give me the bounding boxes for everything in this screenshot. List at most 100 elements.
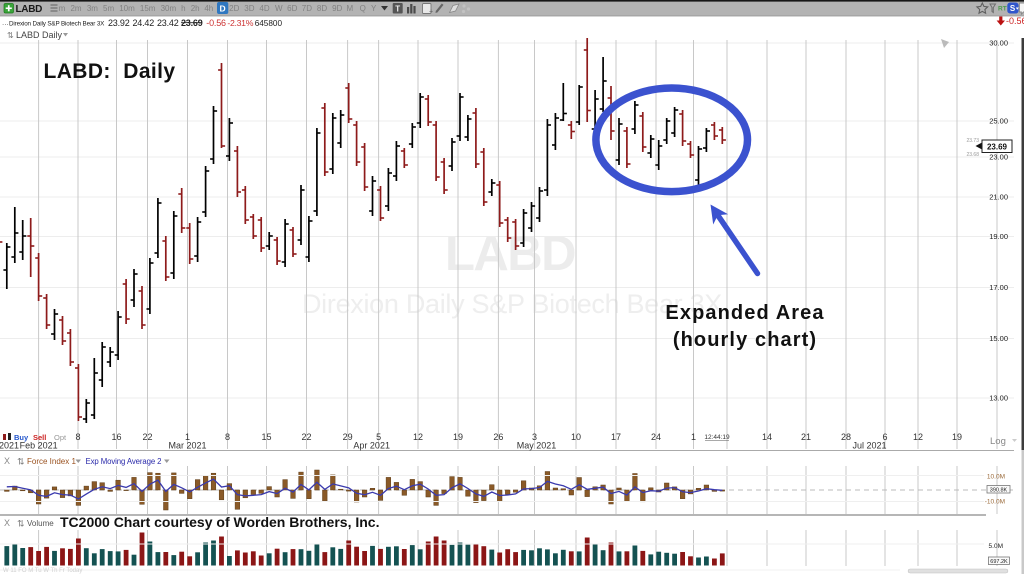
svg-text:24: 24 xyxy=(651,432,661,442)
svg-text:M: M xyxy=(346,4,353,13)
svg-text:...: ... xyxy=(2,18,9,27)
svg-text:Buy: Buy xyxy=(14,433,29,442)
svg-text:12: 12 xyxy=(913,432,923,442)
svg-text:8: 8 xyxy=(225,432,230,442)
svg-text:Expanded Area: Expanded Area xyxy=(665,302,824,324)
svg-text:23.92: 23.92 xyxy=(108,18,130,28)
svg-text:10m: 10m xyxy=(119,4,135,13)
svg-text:645800: 645800 xyxy=(255,19,283,28)
svg-text:6D: 6D xyxy=(287,4,297,13)
svg-text:7D: 7D xyxy=(302,4,312,13)
svg-text:1: 1 xyxy=(185,432,190,442)
svg-text:15.00: 15.00 xyxy=(989,334,1008,343)
svg-text:16: 16 xyxy=(111,432,121,442)
svg-text:10.0M: 10.0M xyxy=(987,474,1005,481)
svg-text:2m: 2m xyxy=(70,4,81,13)
svg-text:5m: 5m xyxy=(103,4,114,13)
svg-text:-0.56: -0.56 xyxy=(206,18,226,28)
svg-text:12:44:19: 12:44:19 xyxy=(704,434,730,441)
svg-text:5: 5 xyxy=(376,432,381,442)
svg-text:9D: 9D xyxy=(332,4,342,13)
svg-text:T: T xyxy=(395,5,400,14)
svg-text:19.00: 19.00 xyxy=(989,232,1008,241)
svg-text:D: D xyxy=(220,3,226,13)
svg-text:3: 3 xyxy=(532,432,537,442)
svg-text:Force Index 1: Force Index 1 xyxy=(27,457,76,466)
svg-text:Apr 2021: Apr 2021 xyxy=(353,441,390,451)
svg-text:23.42: 23.42 xyxy=(157,18,179,28)
svg-text:19: 19 xyxy=(453,432,463,442)
svg-text:Log: Log xyxy=(990,436,1006,447)
svg-text:23.68: 23.68 xyxy=(966,152,979,158)
svg-text:23.00: 23.00 xyxy=(989,153,1008,162)
svg-text:23.69: 23.69 xyxy=(987,143,1008,152)
svg-text:3D: 3D xyxy=(244,4,254,13)
svg-text:19: 19 xyxy=(952,432,962,442)
svg-text:390.8K: 390.8K xyxy=(990,488,1008,494)
svg-text:Volume: Volume xyxy=(27,519,54,528)
svg-text:2021: 2021 xyxy=(0,441,19,451)
svg-text:17: 17 xyxy=(611,432,621,442)
svg-text:26: 26 xyxy=(493,432,503,442)
svg-text:697.2K: 697.2K xyxy=(990,559,1008,565)
svg-text:W: W xyxy=(275,4,283,13)
svg-text:⇅: ⇅ xyxy=(17,457,25,467)
svg-text:May 2021: May 2021 xyxy=(517,441,557,451)
svg-text:3m: 3m xyxy=(87,4,98,13)
svg-text:LABD: Daily: LABD: Daily xyxy=(44,60,176,83)
svg-text:X: X xyxy=(4,518,10,528)
svg-text:24.42: 24.42 xyxy=(133,18,155,28)
svg-text:1: 1 xyxy=(691,432,696,442)
svg-text:15m: 15m xyxy=(140,4,156,13)
svg-text:Exp Moving Average 2: Exp Moving Average 2 xyxy=(86,457,162,466)
svg-text:22: 22 xyxy=(301,432,311,442)
svg-text:h: h xyxy=(181,4,185,13)
svg-text:Direxion Daily S&P Biotech Bea: Direxion Daily S&P Biotech Bear 3X xyxy=(302,289,722,319)
svg-text:21.00: 21.00 xyxy=(989,193,1008,202)
svg-text:⇅: ⇅ xyxy=(17,519,25,529)
svg-text:2D: 2D xyxy=(229,4,239,13)
svg-text:LABD: LABD xyxy=(445,227,575,281)
svg-text:Jul 2021: Jul 2021 xyxy=(852,441,886,451)
svg-text:TC2000 Chart courtesy of Worde: TC2000 Chart courtesy of Worden Brothers… xyxy=(60,514,379,530)
svg-text:14: 14 xyxy=(762,432,772,442)
svg-text:Opt: Opt xyxy=(54,433,67,442)
svg-text:Direxion Daily S&P Biotech Bea: Direxion Daily S&P Biotech Bear 3X xyxy=(9,21,105,28)
svg-text:8: 8 xyxy=(75,432,80,442)
svg-text:10: 10 xyxy=(571,432,581,442)
svg-text:23.73: 23.73 xyxy=(966,138,979,144)
svg-text:LABD: LABD xyxy=(16,4,43,15)
svg-text:Mar 2021: Mar 2021 xyxy=(168,441,206,451)
svg-text:Feb 2021: Feb 2021 xyxy=(20,441,58,451)
svg-text:S: S xyxy=(1010,4,1016,13)
svg-text:5.0M: 5.0M xyxy=(989,543,1003,550)
svg-text:29: 29 xyxy=(343,432,353,442)
svg-text:15: 15 xyxy=(261,432,271,442)
svg-text:+: + xyxy=(429,9,433,16)
svg-text:8D: 8D xyxy=(317,4,327,13)
svg-text:30m: 30m xyxy=(161,4,177,13)
svg-text:⇅: ⇅ xyxy=(7,31,14,40)
svg-text:13.00: 13.00 xyxy=(989,394,1008,403)
svg-text:4h: 4h xyxy=(204,4,213,13)
svg-text:Y: Y xyxy=(371,4,377,13)
svg-text:LABD Daily: LABD Daily xyxy=(16,30,63,40)
svg-text:W 11 FO M Tu W Th Fr T: W 11 FO M Tu W Th Fr Today xyxy=(3,568,82,574)
svg-text:(hourly chart): (hourly chart) xyxy=(673,329,817,351)
svg-text:X: X xyxy=(4,456,10,466)
svg-text:-0.56 (-2: -0.56 (-2 xyxy=(1006,16,1024,26)
svg-text:21: 21 xyxy=(801,432,811,442)
svg-text:Q: Q xyxy=(360,4,366,13)
svg-text:22: 22 xyxy=(142,432,152,442)
svg-text:RT: RT xyxy=(998,6,1007,13)
svg-text:28: 28 xyxy=(841,432,851,442)
svg-text:30.00: 30.00 xyxy=(989,39,1008,48)
svg-text:17.00: 17.00 xyxy=(989,283,1008,292)
svg-text:25.00: 25.00 xyxy=(989,117,1008,126)
svg-text:m: m xyxy=(59,4,66,13)
svg-text:6: 6 xyxy=(882,432,887,442)
svg-text:Sell: Sell xyxy=(33,433,46,442)
svg-text:-2.31%: -2.31% xyxy=(227,18,253,28)
svg-text:-10.0M: -10.0M xyxy=(985,498,1005,505)
svg-text:2h: 2h xyxy=(191,4,200,13)
